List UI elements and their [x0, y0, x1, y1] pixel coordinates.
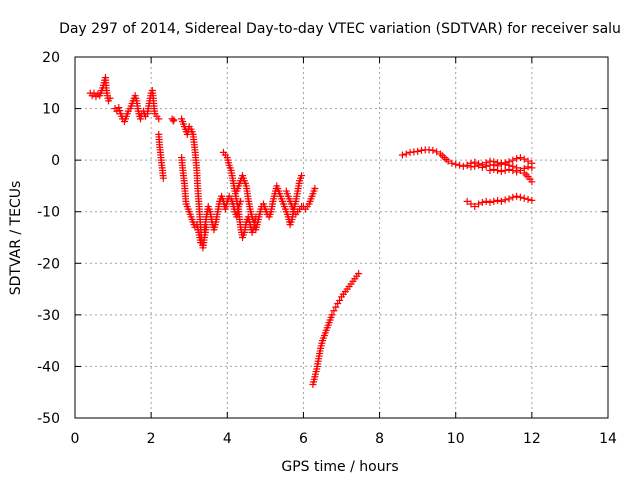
- data-point: [197, 239, 205, 247]
- axis-ticks: [74, 56, 609, 419]
- y-tick-label: -30: [37, 308, 60, 324]
- data-point: [429, 146, 437, 154]
- grid-lines: [75, 57, 608, 418]
- data-point: [509, 156, 517, 164]
- y-tick-label: -20: [37, 256, 60, 272]
- data-point: [520, 155, 528, 163]
- data-point: [501, 166, 509, 174]
- data-point: [355, 270, 363, 278]
- data-point: [328, 311, 336, 319]
- data-points: [86, 74, 536, 388]
- data-point: [509, 166, 517, 174]
- data-point: [516, 166, 524, 174]
- x-axis-label: GPS time / hours: [281, 459, 398, 475]
- y-tick-label: -40: [37, 359, 60, 375]
- data-point: [170, 116, 178, 124]
- x-tick-label: 4: [223, 431, 232, 447]
- data-point: [456, 161, 464, 169]
- data-point: [298, 172, 306, 180]
- data-point: [513, 168, 521, 176]
- data-point: [520, 164, 528, 172]
- x-tick-label: 0: [71, 431, 80, 447]
- data-point: [402, 150, 410, 158]
- data-point: [332, 303, 340, 311]
- data-point: [497, 167, 505, 175]
- tick-labels: 0 2 4 6 8 10 12 14 -50 -40 -30 -20 -10 0 10 20: [37, 50, 617, 447]
- data-point: [528, 164, 536, 172]
- data-point: [433, 148, 441, 156]
- data-point: [169, 117, 177, 125]
- data-point: [155, 115, 163, 123]
- data-point: [486, 198, 494, 206]
- data-point: [467, 159, 475, 167]
- plot-frame: [74, 56, 609, 419]
- data-point: [482, 159, 490, 167]
- y-tick-label: 20: [42, 50, 60, 66]
- y-tick-label: 0: [51, 153, 60, 169]
- y-axis-label: SDTVAR / TECUs: [8, 181, 24, 296]
- data-point: [106, 94, 114, 102]
- data-point: [475, 200, 483, 208]
- data-point: [524, 163, 532, 171]
- data-point: [330, 307, 338, 315]
- data-point: [505, 165, 513, 173]
- data-point: [497, 159, 505, 167]
- data-point: [501, 160, 509, 168]
- data-point: [471, 203, 479, 211]
- data-point: [398, 151, 406, 159]
- y-tick-label: 10: [42, 102, 60, 118]
- data-point: [505, 195, 513, 203]
- data-point: [520, 194, 528, 202]
- x-tick-label: 14: [599, 431, 617, 447]
- data-point: [475, 160, 483, 168]
- data-point: [494, 196, 502, 204]
- data-point: [463, 197, 471, 205]
- x-tick-label: 6: [299, 431, 308, 447]
- data-point: [513, 155, 521, 163]
- data-point: [467, 200, 475, 208]
- data-point: [490, 158, 498, 166]
- data-point: [516, 193, 524, 201]
- data-point: [509, 193, 517, 201]
- x-tick-label: 8: [375, 431, 384, 447]
- data-point: [528, 178, 536, 186]
- data-point: [490, 165, 498, 173]
- x-tick-label: 2: [147, 431, 156, 447]
- data-point: [116, 107, 124, 115]
- data-point: [494, 166, 502, 174]
- data-point: [482, 197, 490, 205]
- data-point: [444, 157, 452, 165]
- data-point: [90, 89, 98, 97]
- chart-title: Day 297 of 2014, Sidereal Day-to-day VTE…: [59, 21, 621, 37]
- data-point: [524, 195, 532, 203]
- data-point: [513, 192, 521, 200]
- data-point: [486, 166, 494, 174]
- data-point: [311, 185, 319, 193]
- data-point: [463, 161, 471, 169]
- data-point: [478, 161, 486, 169]
- data-point: [459, 162, 467, 170]
- data-point: [414, 147, 422, 155]
- data-point: [516, 154, 524, 162]
- data-point: [448, 159, 456, 167]
- data-point: [501, 196, 509, 204]
- data-point: [471, 158, 479, 166]
- data-point: [115, 104, 123, 112]
- x-tick-label: 10: [447, 431, 465, 447]
- data-point: [336, 296, 344, 304]
- data-point: [490, 197, 498, 205]
- data-point: [159, 174, 167, 182]
- x-tick-label: 12: [523, 431, 541, 447]
- data-point: [497, 197, 505, 205]
- data-point: [452, 160, 460, 168]
- data-point: [478, 198, 486, 206]
- y-tick-label: -10: [37, 205, 60, 221]
- y-tick-label: -50: [37, 411, 60, 427]
- data-point: [528, 196, 536, 204]
